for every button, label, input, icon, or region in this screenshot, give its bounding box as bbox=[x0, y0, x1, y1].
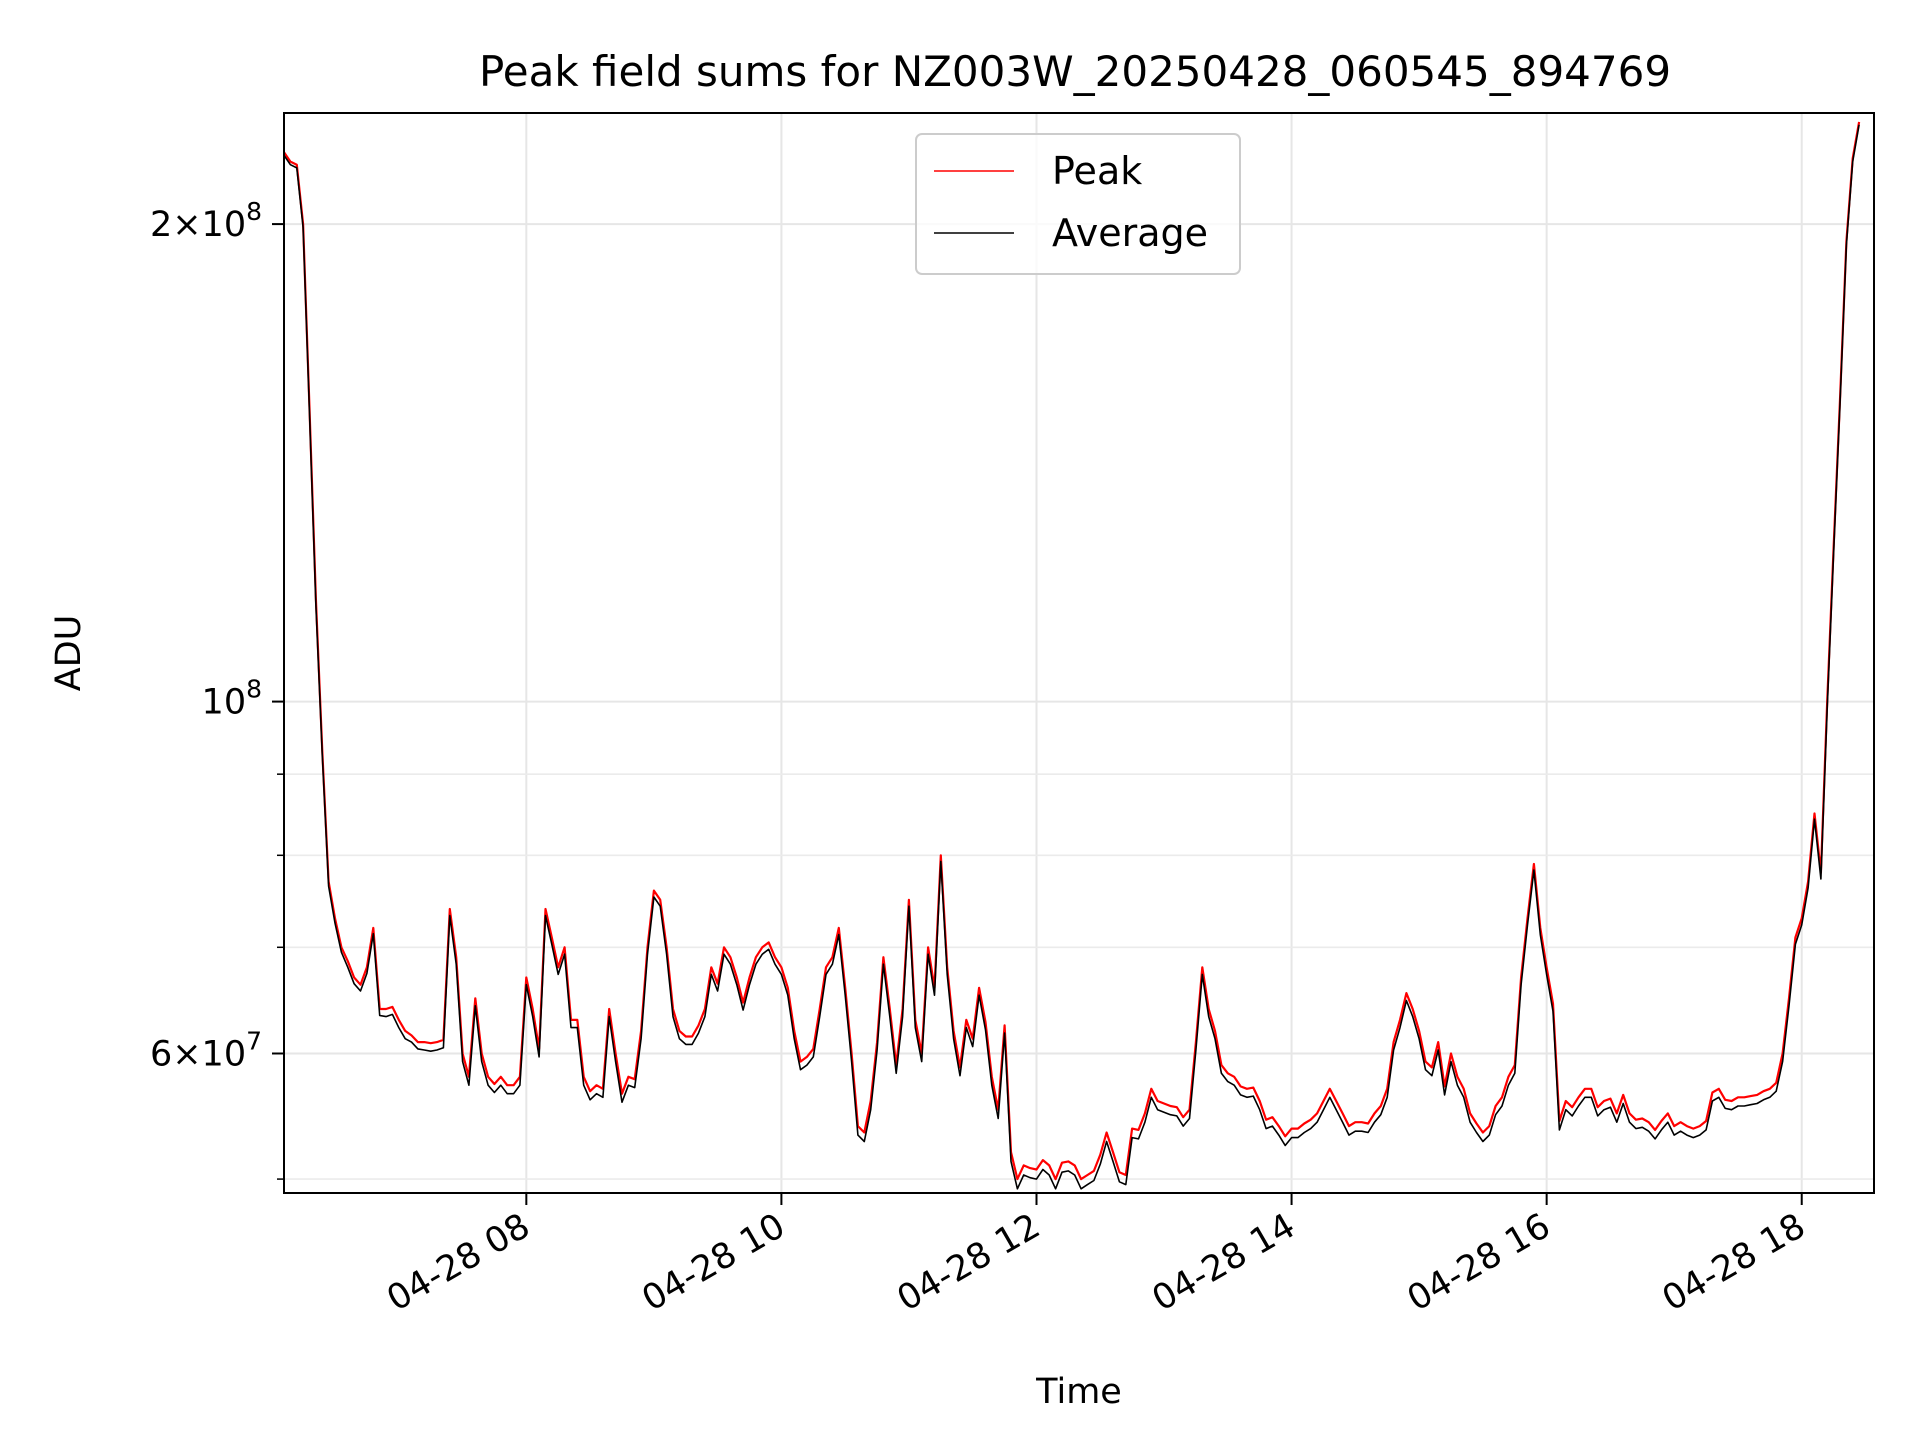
plot-lines bbox=[284, 121, 1861, 1190]
legend-label-average: Average bbox=[1052, 211, 1208, 255]
y-axis-label: ADU bbox=[49, 615, 89, 692]
series-line-peak bbox=[284, 121, 1861, 1181]
y-tick-label: 108 bbox=[202, 675, 262, 723]
legend: Peak Average bbox=[915, 133, 1241, 275]
grid-lines bbox=[284, 113, 1874, 1193]
y-tick-label: 6×107 bbox=[150, 1026, 262, 1074]
legend-label-peak: Peak bbox=[1052, 149, 1142, 193]
legend-box bbox=[915, 133, 1241, 275]
plot-frame bbox=[283, 112, 1875, 1194]
series-line-average bbox=[284, 124, 1860, 1190]
y-tick-label: 2×108 bbox=[150, 197, 262, 245]
x-axis-label: Time bbox=[1035, 1372, 1122, 1412]
y-axis-ticks: 6×107 108 2×108 bbox=[150, 197, 284, 1180]
chart-title: Peak field sums for NZ003W_20250428_0605… bbox=[479, 47, 1671, 96]
